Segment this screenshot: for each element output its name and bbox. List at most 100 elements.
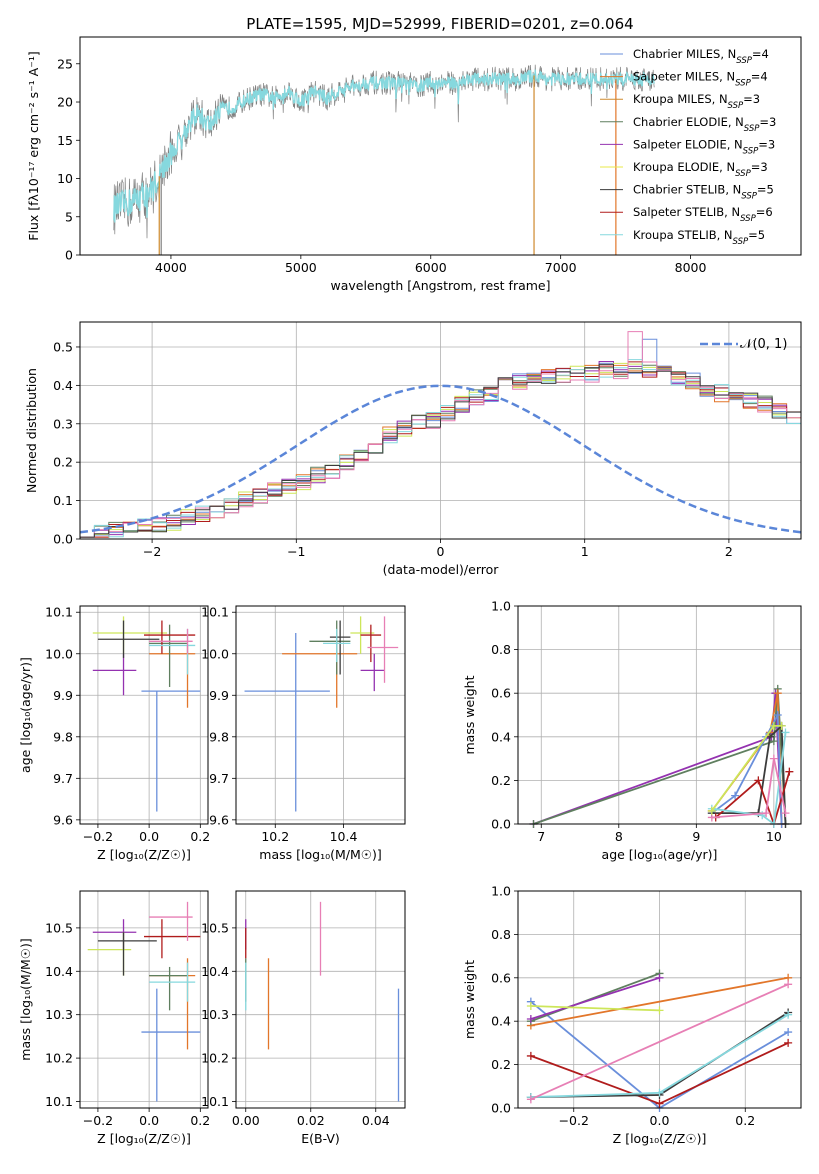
mass-weight-vs-age-ylabel: mass weight — [462, 675, 477, 754]
normal-curve — [80, 384, 801, 534]
y-tick-label: 0.4 — [491, 729, 511, 744]
age-vs-mass-xlabel: mass [log₁₀(M/M☉)] — [259, 847, 381, 862]
mass-vs-ebv-points — [245, 901, 400, 1102]
panels: 4000 5000 6000 7000 80000510152025wavelength… — [18, 36, 802, 1146]
legend-entry: Chabrier STELIB, NSSP=5 — [633, 183, 774, 202]
plus-marker — [762, 809, 771, 818]
age-vs-Z-xlabel: Z [log₁₀(Z/Z☉)] — [97, 847, 191, 862]
mass-weight-line — [530, 983, 789, 1101]
x-tick-label: 9 — [692, 829, 700, 844]
legend-entry: Salpeter STELIB, NSSP=6 — [633, 205, 773, 224]
y-tick-label: 5 — [65, 209, 73, 224]
x-tick-label: −1 — [287, 544, 305, 559]
x-tick-label: −0.2 — [559, 1113, 589, 1128]
x-tick-label: 0.02 — [297, 1113, 325, 1128]
y-tick-label: 0.6 — [491, 970, 511, 985]
mass-weight-line — [530, 972, 660, 1023]
residuals-axes: −2 −1 0 1 2 0.0 0.1 0.2 0.3 0.4 0.5 — [53, 322, 801, 559]
y-tick-label: 10.4 — [201, 964, 229, 979]
plus-marker — [773, 689, 782, 698]
legend-entry: Kroupa STELIB, NSSP=5 — [633, 228, 765, 247]
residuals-frame — [79, 321, 802, 540]
y-tick-label: 10.5 — [201, 920, 229, 935]
y-tick-label: 10.3 — [201, 1007, 229, 1022]
age-vs-mass-axes: 10.2 10.4 9.6 9.7 9.8 9.9 10.0 10.1 — [201, 605, 405, 844]
legend-entry: Salpeter ELODIE, NSSP=3 — [633, 137, 775, 156]
x-tick-label: 1 — [581, 544, 589, 559]
plus-marker — [769, 721, 778, 730]
y-tick-label: 15 — [57, 133, 73, 148]
y-tick-label: 0.6 — [491, 686, 511, 701]
x-tick-label: 0.2 — [190, 1113, 210, 1128]
spectrum-model-kroupa-stelib — [113, 69, 655, 223]
residual-histogram — [80, 338, 801, 539]
y-tick-label: 1.0 — [491, 884, 511, 899]
plus-marker — [754, 776, 763, 785]
plus-marker — [655, 1088, 664, 1097]
y-tick-label: 0.8 — [491, 927, 511, 942]
plus-marker — [655, 973, 664, 982]
mass-vs-Z-xlabel: Z [log₁₀(Z/Z☉)] — [97, 1131, 191, 1146]
y-tick-label: 10.0 — [201, 646, 229, 661]
mass-weight-vs-Z-frame — [517, 890, 802, 1109]
x-tick-label: 0.00 — [232, 1113, 260, 1128]
y-tick-label: 9.7 — [209, 771, 229, 786]
plus-marker — [765, 732, 774, 741]
plus-marker — [526, 1051, 535, 1060]
y-tick-label: 0.4 — [53, 378, 73, 393]
x-tick-label: 10.2 — [261, 829, 289, 844]
x-tick-label: 7000 — [545, 260, 577, 275]
legend-entry: Kroupa ELODIE, NSSP=3 — [633, 160, 768, 179]
residuals-ylabel: Normed distribution — [24, 368, 39, 493]
x-tick-label: 2 — [725, 544, 733, 559]
y-tick-label: 0.0 — [53, 532, 73, 547]
y-tick-label: 10.2 — [45, 1051, 73, 1066]
legend-entry: Chabrier ELODIE, NSSP=3 — [633, 115, 776, 134]
plus-marker — [526, 1095, 535, 1104]
age-vs-Z-ylabel: age [log₁₀(age/yr)] — [18, 657, 33, 773]
y-tick-label: 0.0 — [491, 817, 511, 832]
plus-marker — [784, 1010, 793, 1019]
residual-histogram — [80, 331, 801, 539]
x-tick-label: 5000 — [285, 260, 317, 275]
age-vs-Z-frame — [79, 605, 209, 825]
normal-legend-label: 𝒩(0, 1) — [740, 337, 787, 352]
y-tick-label: 9.9 — [209, 688, 229, 703]
spectrum-axes: 4000 5000 6000 7000 8000 0 5 10 15 20 25 — [57, 56, 706, 275]
x-tick-label: 10 — [766, 829, 782, 844]
y-tick-label: 10 — [57, 171, 73, 186]
plus-marker — [785, 767, 794, 776]
y-tick-label: 0.1 — [53, 493, 73, 508]
x-tick-label: 8 — [615, 829, 623, 844]
mass-weight-vs-Z-xlabel: Z [log₁₀(Z/Z☉)] — [613, 1131, 707, 1146]
mass-weight-line — [711, 732, 787, 826]
x-tick-label: 10.4 — [330, 829, 358, 844]
y-tick-label: 1.0 — [491, 599, 511, 614]
spectrum-ylabel: Flux [fλ10⁻¹⁷ erg cm⁻² s⁻¹ A⁻¹] — [26, 51, 41, 240]
y-tick-label: 0 — [65, 248, 73, 263]
y-tick-label: 9.8 — [209, 729, 229, 744]
mass-vs-Z-axes: −0.2 0.0 0.2 10.1 10.2 10.3 10.4 10.5 — [45, 891, 210, 1128]
y-tick-label: 0.4 — [491, 1014, 511, 1029]
age-vs-Z-axes: −0.2 0.0 0.2 9.6 9.7 9.8 9.9 10.0 10.1 — [45, 605, 210, 844]
plus-marker — [655, 1006, 664, 1015]
x-tick-label: 7 — [537, 829, 545, 844]
spectrum-frame — [79, 36, 802, 256]
x-tick-label: 4000 — [155, 260, 187, 275]
spectrum-legend: Chabrier MILES, NSSP=4 Salpeter MILES, NS… — [600, 47, 776, 247]
x-tick-label: 8000 — [675, 260, 707, 275]
y-tick-label: 9.7 — [53, 771, 73, 786]
plus-marker — [769, 737, 778, 746]
x-tick-label: 0.2 — [190, 829, 210, 844]
mass-weight-vs-Z-series — [526, 969, 793, 1112]
legend-entry: Kroupa MILES, NSSP=3 — [633, 92, 760, 111]
plus-marker — [777, 721, 786, 730]
mass-weight-vs-age-xlabel: age [log₁₀(age/yr)] — [602, 847, 718, 862]
y-tick-label: 9.9 — [53, 688, 73, 703]
x-tick-label: −0.2 — [83, 1113, 113, 1128]
mass-weight-vs-age-axes: 7 8 9 10 0.0 0.2 0.4 0.6 0.8 1.0 — [491, 599, 801, 844]
x-tick-label: 0.04 — [362, 1113, 390, 1128]
mass-weight-vs-age-series — [529, 684, 794, 828]
y-tick-label: 0.2 — [491, 773, 511, 788]
x-tick-label: 0.0 — [650, 1113, 670, 1128]
